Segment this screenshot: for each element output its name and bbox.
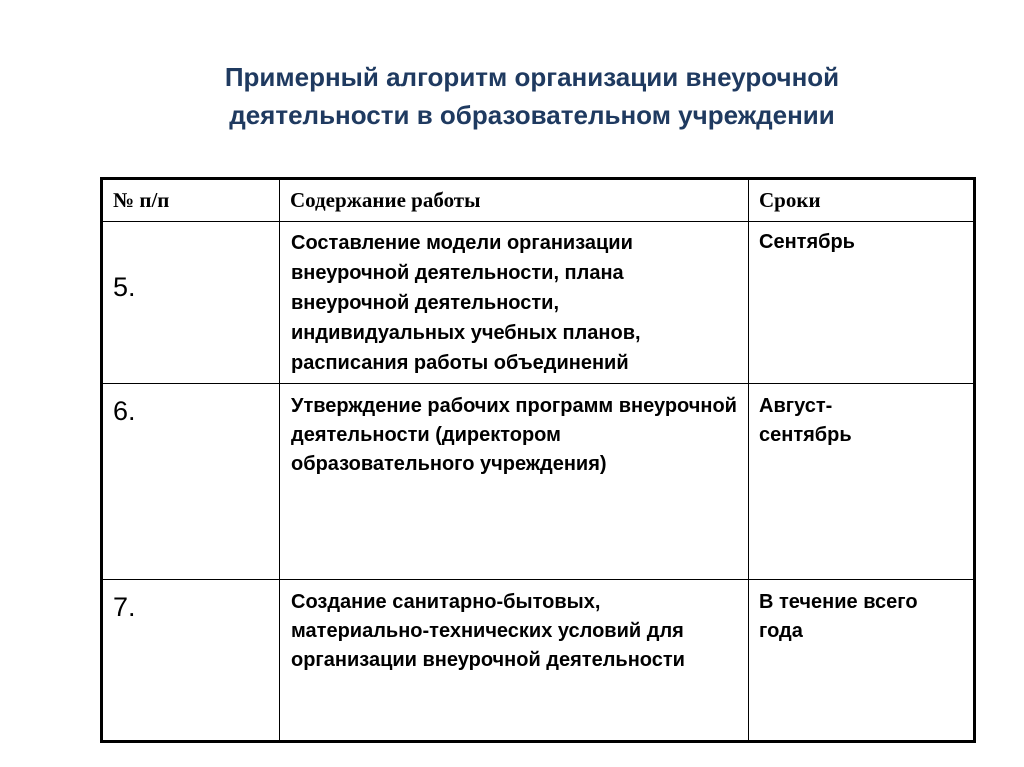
row-number: 7.	[101, 579, 280, 742]
header-content: Содержание работы	[279, 178, 749, 222]
row-content: Утверждение рабочих программ внеурочной …	[279, 383, 749, 580]
title-line-1: Примерный алгоритм организации внеурочно…	[224, 62, 840, 92]
row-term: Август-сентябрь	[748, 383, 975, 580]
row-number: 5.	[101, 221, 280, 384]
table-header: № п/п Содержание работы Сроки	[101, 178, 975, 222]
header-term: Сроки	[748, 178, 975, 222]
table-row: 5. Составление модели организации внеуро…	[101, 221, 975, 384]
row-term: Сентябрь	[748, 221, 975, 384]
title-line-2: деятельности в образовательном учреждени…	[229, 100, 835, 130]
row-content: Создание санитарно-бытовых, материально-…	[279, 579, 749, 742]
table-row: 7. Создание санитарно-бытовых, материаль…	[101, 579, 975, 742]
row-number: 6.	[101, 383, 280, 580]
table-row: 6. Утверждение рабочих программ внеурочн…	[101, 383, 975, 580]
work-plan-table: № п/п Содержание работы Сроки 5. Составл…	[100, 177, 976, 743]
row-term: В течение всего года	[748, 579, 975, 742]
page-title: Примерный алгоритм организации внеурочно…	[0, 58, 1024, 134]
row-content: Составление модели организации внеурочно…	[279, 221, 749, 384]
header-number: № п/п	[101, 178, 280, 222]
